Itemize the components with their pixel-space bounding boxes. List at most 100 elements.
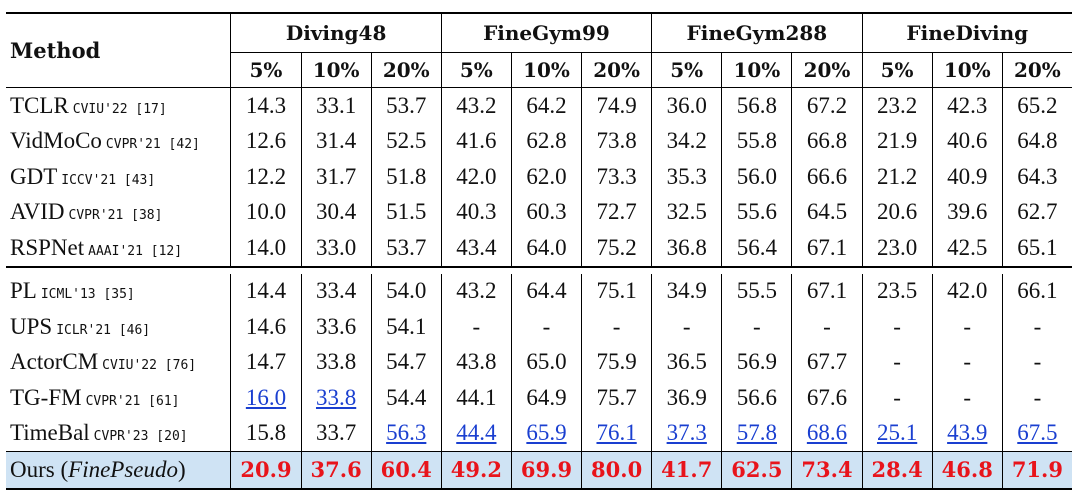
value-cell: -	[1001, 344, 1072, 380]
value-cell: 51.8	[370, 159, 442, 195]
value-text: 37.6	[310, 456, 362, 482]
method-name: TCLR	[10, 92, 69, 118]
value-text: 67.1	[806, 278, 848, 304]
value-text: -	[1033, 349, 1042, 375]
method-header: Method	[6, 13, 231, 88]
value-cell: 55.5	[721, 273, 792, 309]
value-text: 73.3	[596, 163, 637, 189]
value-cell: 34.2	[651, 123, 722, 159]
value-text: 43.9	[947, 420, 988, 446]
value-text: 56.0	[736, 163, 777, 189]
value-text: 43.2	[456, 92, 497, 118]
results-body: TCLR CVIU'22 [17] 14.3 33.1 53.7 43.2 64.2 74.9…	[6, 87, 1072, 490]
value-cell: 76.1	[581, 415, 652, 452]
method-name-suffix: )	[178, 456, 186, 482]
method-name-italic: FinePseudo	[68, 456, 178, 482]
value-text: 42.0	[456, 163, 497, 189]
method-venue: ICML'13 [35]	[40, 287, 135, 303]
value-text: 15.8	[245, 420, 287, 446]
method-name: Ours (	[10, 456, 69, 482]
value-cell: 56.3	[370, 415, 442, 452]
method-cell: ActorCM CVIU'22 [76]	[6, 345, 231, 381]
split-header: 10%	[931, 52, 1003, 88]
value-text: 75.7	[596, 384, 637, 410]
value-text: 65.1	[1017, 234, 1058, 260]
value-cell: 64.4	[510, 273, 582, 309]
value-cell: 14.7	[230, 344, 302, 380]
value-text: 44.4	[456, 420, 497, 446]
value-text: 73.4	[801, 456, 853, 482]
table-row-ours: Ours (FinePseudo) 20.9 37.6 60.4 49.2 69.9 80.…	[6, 451, 1072, 490]
split-header: 5%	[230, 52, 302, 88]
value-text: 32.5	[666, 199, 707, 225]
value-text: 56.4	[736, 234, 777, 260]
value-text: 68.6	[806, 420, 848, 446]
table-row: TimeBal CVPR'23 [20] 15.8 33.7 56.3 44.4 65.9 7…	[6, 415, 1072, 452]
value-text: 64.2	[526, 92, 567, 118]
header-row-splits: 5% 10% 20% 5% 10% 20% 5% 10% 20% 5% 10% 20%	[6, 52, 1072, 88]
method-venue: CVPR'21 [38]	[68, 208, 163, 224]
dataset-header-finegym99: FineGym99	[440, 13, 652, 53]
method-cell: TCLR CVIU'22 [17]	[6, 88, 231, 124]
value-text: 23.2	[876, 92, 918, 118]
value-cell: 20.9	[230, 451, 302, 490]
value-cell: 62.8	[510, 123, 582, 159]
value-text: 39.6	[947, 199, 988, 225]
value-cell: -	[861, 309, 933, 345]
value-text: -	[893, 384, 901, 410]
value-text: 41.7	[661, 456, 713, 482]
table-row: AVID CVPR'21 [38] 10.0 30.4 51.5 40.3 60.3 72.7…	[6, 194, 1072, 230]
value-cell: 67.5	[1001, 415, 1072, 452]
value-text: 43.2	[456, 278, 497, 304]
value-cell: 73.8	[581, 123, 652, 159]
value-cell: 21.2	[861, 159, 933, 195]
value-cell: 75.7	[581, 380, 652, 416]
table-row: VidMoCo CVPR'21 [42] 12.6 31.4 52.5 41.6 62.8 7…	[6, 123, 1072, 159]
value-cell: 39.6	[931, 194, 1003, 230]
value-text: 60.4	[380, 456, 432, 482]
value-text: -	[753, 313, 761, 339]
results-table: Method Diving48 FineGym99 FineGym288 Fin…	[6, 12, 1072, 490]
value-cell: 16.0	[230, 380, 302, 416]
method-name: VidMoCo	[10, 128, 102, 154]
split-header: 10%	[300, 52, 372, 88]
value-cell: 56.6	[721, 380, 792, 416]
value-text: 36.8	[666, 234, 707, 260]
value-text: 42.0	[947, 278, 988, 304]
value-cell: 41.7	[651, 451, 722, 490]
value-cell: 75.1	[581, 273, 652, 309]
split-header: 20%	[1001, 52, 1072, 88]
value-cell: 43.2	[440, 87, 512, 124]
value-cell: 42.5	[931, 230, 1003, 268]
split-header: 20%	[370, 52, 442, 88]
value-text: 65.9	[526, 420, 567, 446]
value-cell: 49.2	[440, 451, 512, 490]
value-cell: 34.9	[651, 273, 722, 309]
value-cell: -	[581, 309, 652, 345]
split-header: 10%	[721, 52, 792, 88]
value-text: 40.9	[947, 163, 988, 189]
value-text: 42.5	[947, 234, 988, 260]
value-text: 43.8	[456, 349, 497, 375]
value-cell: 71.9	[1001, 451, 1072, 490]
value-text: 56.8	[736, 92, 777, 118]
value-cell: 57.8	[721, 415, 792, 452]
value-cell: 56.0	[721, 159, 792, 195]
value-cell: 36.0	[651, 87, 722, 124]
value-text: 12.2	[245, 163, 287, 189]
value-text: 60.3	[526, 199, 567, 225]
value-text: 71.9	[1011, 456, 1063, 482]
value-cell: -	[721, 309, 792, 345]
table-row: TCLR CVIU'22 [17] 14.3 33.1 53.7 43.2 64.2 74.9…	[6, 87, 1072, 124]
method-name: AVID	[10, 199, 65, 225]
value-cell: 14.0	[230, 230, 302, 268]
value-cell: 33.1	[300, 87, 372, 124]
value-text: 67.6	[806, 384, 848, 410]
value-cell: 33.8	[300, 344, 372, 380]
value-cell: -	[931, 309, 1003, 345]
value-cell: 67.6	[791, 380, 863, 416]
value-text: 53.7	[386, 92, 427, 118]
value-cell: 32.5	[651, 194, 722, 230]
value-cell: 73.3	[581, 159, 652, 195]
method-venue: CVIU'22 [17]	[72, 101, 167, 117]
